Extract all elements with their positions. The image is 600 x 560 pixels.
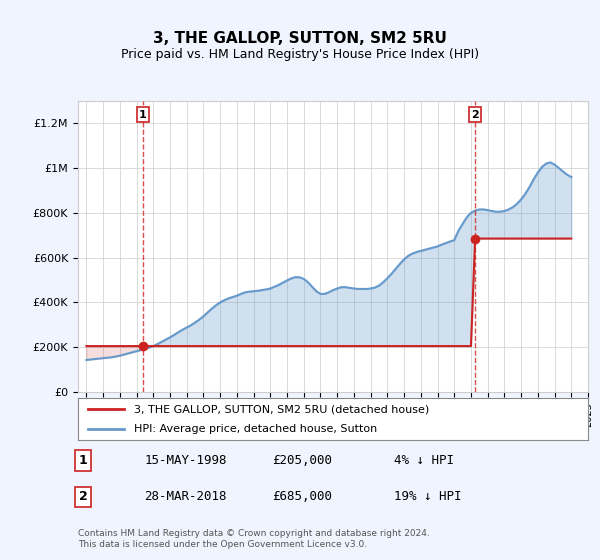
Text: 4% ↓ HPI: 4% ↓ HPI <box>394 454 454 467</box>
Text: 3, THE GALLOP, SUTTON, SM2 5RU: 3, THE GALLOP, SUTTON, SM2 5RU <box>153 31 447 46</box>
Text: 2: 2 <box>79 491 88 503</box>
Text: 28-MAR-2018: 28-MAR-2018 <box>145 491 227 503</box>
Text: 19% ↓ HPI: 19% ↓ HPI <box>394 491 462 503</box>
Text: 15-MAY-1998: 15-MAY-1998 <box>145 454 227 467</box>
Text: 1: 1 <box>79 454 88 467</box>
Text: 2: 2 <box>471 110 479 119</box>
Text: £685,000: £685,000 <box>272 491 332 503</box>
Text: 3, THE GALLOP, SUTTON, SM2 5RU (detached house): 3, THE GALLOP, SUTTON, SM2 5RU (detached… <box>134 404 430 414</box>
Text: HPI: Average price, detached house, Sutton: HPI: Average price, detached house, Sutt… <box>134 424 377 434</box>
Text: Contains HM Land Registry data © Crown copyright and database right 2024.
This d: Contains HM Land Registry data © Crown c… <box>78 529 430 549</box>
Text: Price paid vs. HM Land Registry's House Price Index (HPI): Price paid vs. HM Land Registry's House … <box>121 48 479 60</box>
Text: 1: 1 <box>139 110 146 119</box>
Text: £205,000: £205,000 <box>272 454 332 467</box>
